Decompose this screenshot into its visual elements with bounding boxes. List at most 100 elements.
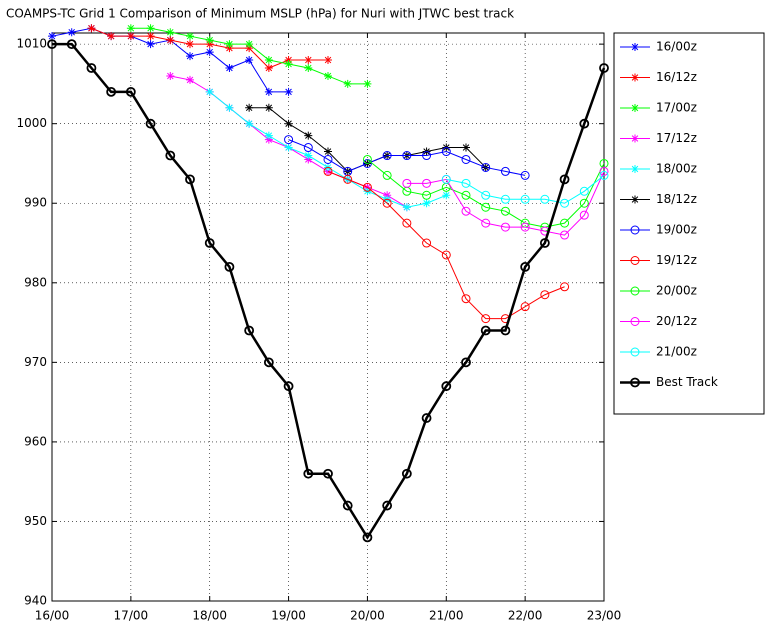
marker (126, 32, 135, 41)
marker (323, 154, 333, 164)
legend-marker (631, 73, 639, 82)
y-tick-label: 970 (24, 355, 47, 369)
marker (224, 261, 235, 272)
marker (579, 118, 590, 129)
marker (599, 170, 609, 180)
marker (481, 162, 491, 172)
chart-title: COAMPS-TC Grid 1 Comparison of Minimum M… (6, 7, 514, 21)
marker (106, 86, 117, 97)
marker (323, 166, 333, 176)
marker (86, 63, 97, 73)
marker (500, 222, 510, 232)
marker (225, 64, 234, 73)
series (47, 39, 609, 543)
marker (304, 64, 313, 73)
marker (244, 325, 255, 336)
marker (87, 24, 96, 33)
marker (481, 314, 491, 324)
marker (47, 39, 57, 50)
marker (402, 151, 412, 161)
marker (264, 64, 273, 73)
marker (166, 28, 175, 37)
marker (500, 206, 510, 216)
legend-label: 17/00z (656, 101, 697, 115)
series (323, 166, 570, 324)
marker (422, 238, 432, 248)
marker (539, 238, 550, 248)
marker (421, 413, 432, 423)
marker (422, 199, 431, 208)
marker (166, 36, 175, 45)
marker (441, 174, 451, 184)
x-tick-label: 20/00 (350, 609, 385, 623)
series (126, 24, 372, 88)
marker (461, 190, 471, 200)
marker (304, 131, 313, 140)
marker (481, 190, 491, 200)
marker (343, 174, 353, 184)
marker (382, 170, 392, 180)
marker (362, 182, 372, 192)
marker (205, 48, 214, 57)
marker (462, 143, 470, 152)
y-tick-label: 1000 (16, 116, 47, 130)
marker (186, 52, 194, 61)
marker (264, 87, 273, 96)
marker (146, 24, 155, 33)
series-line (446, 175, 605, 204)
marker (402, 178, 412, 188)
legend-marker (630, 286, 640, 296)
marker (186, 75, 194, 84)
plot-frame (51, 32, 605, 602)
legend-marker (630, 377, 640, 388)
x-tick-label: 18/00 (192, 609, 227, 623)
y-tick-label: 960 (24, 434, 47, 448)
marker (442, 191, 451, 200)
marker (461, 178, 471, 188)
series (441, 170, 609, 208)
marker (382, 151, 392, 161)
legend-label: 20/00z (656, 284, 697, 298)
y-tick-label: 940 (24, 594, 47, 608)
marker (284, 87, 293, 96)
marker (66, 39, 77, 50)
legend-marker (630, 347, 640, 357)
marker (284, 60, 293, 69)
marker (303, 143, 313, 153)
marker (284, 135, 294, 145)
x-tick-label: 17/00 (114, 609, 149, 623)
marker (500, 325, 511, 336)
marker (146, 32, 155, 41)
marker (125, 86, 136, 97)
marker (560, 218, 570, 228)
marker (461, 294, 471, 304)
marker (401, 468, 412, 479)
marker (402, 218, 412, 228)
legend-marker (631, 195, 639, 204)
marker (382, 198, 392, 208)
marker (245, 40, 254, 49)
marker (441, 250, 451, 260)
legend-marker (630, 225, 640, 235)
series-line (367, 159, 605, 228)
marker (520, 302, 530, 312)
y-tick-label: 1010 (16, 37, 47, 51)
marker (422, 190, 432, 200)
marker (245, 56, 254, 65)
series-line (52, 42, 606, 540)
x-tick-label: 16/00 (35, 609, 70, 623)
legend-label: 21/00z (656, 345, 697, 359)
series-line (406, 171, 605, 236)
marker (324, 56, 332, 65)
legend-marker (630, 317, 640, 326)
marker (323, 468, 333, 479)
marker (342, 500, 353, 511)
y-tick-label: 950 (24, 514, 47, 528)
marker (186, 40, 194, 49)
marker (520, 261, 531, 272)
marker (303, 468, 314, 479)
marker (245, 119, 254, 128)
marker (500, 194, 510, 204)
marker (363, 79, 372, 88)
marker (402, 203, 411, 212)
